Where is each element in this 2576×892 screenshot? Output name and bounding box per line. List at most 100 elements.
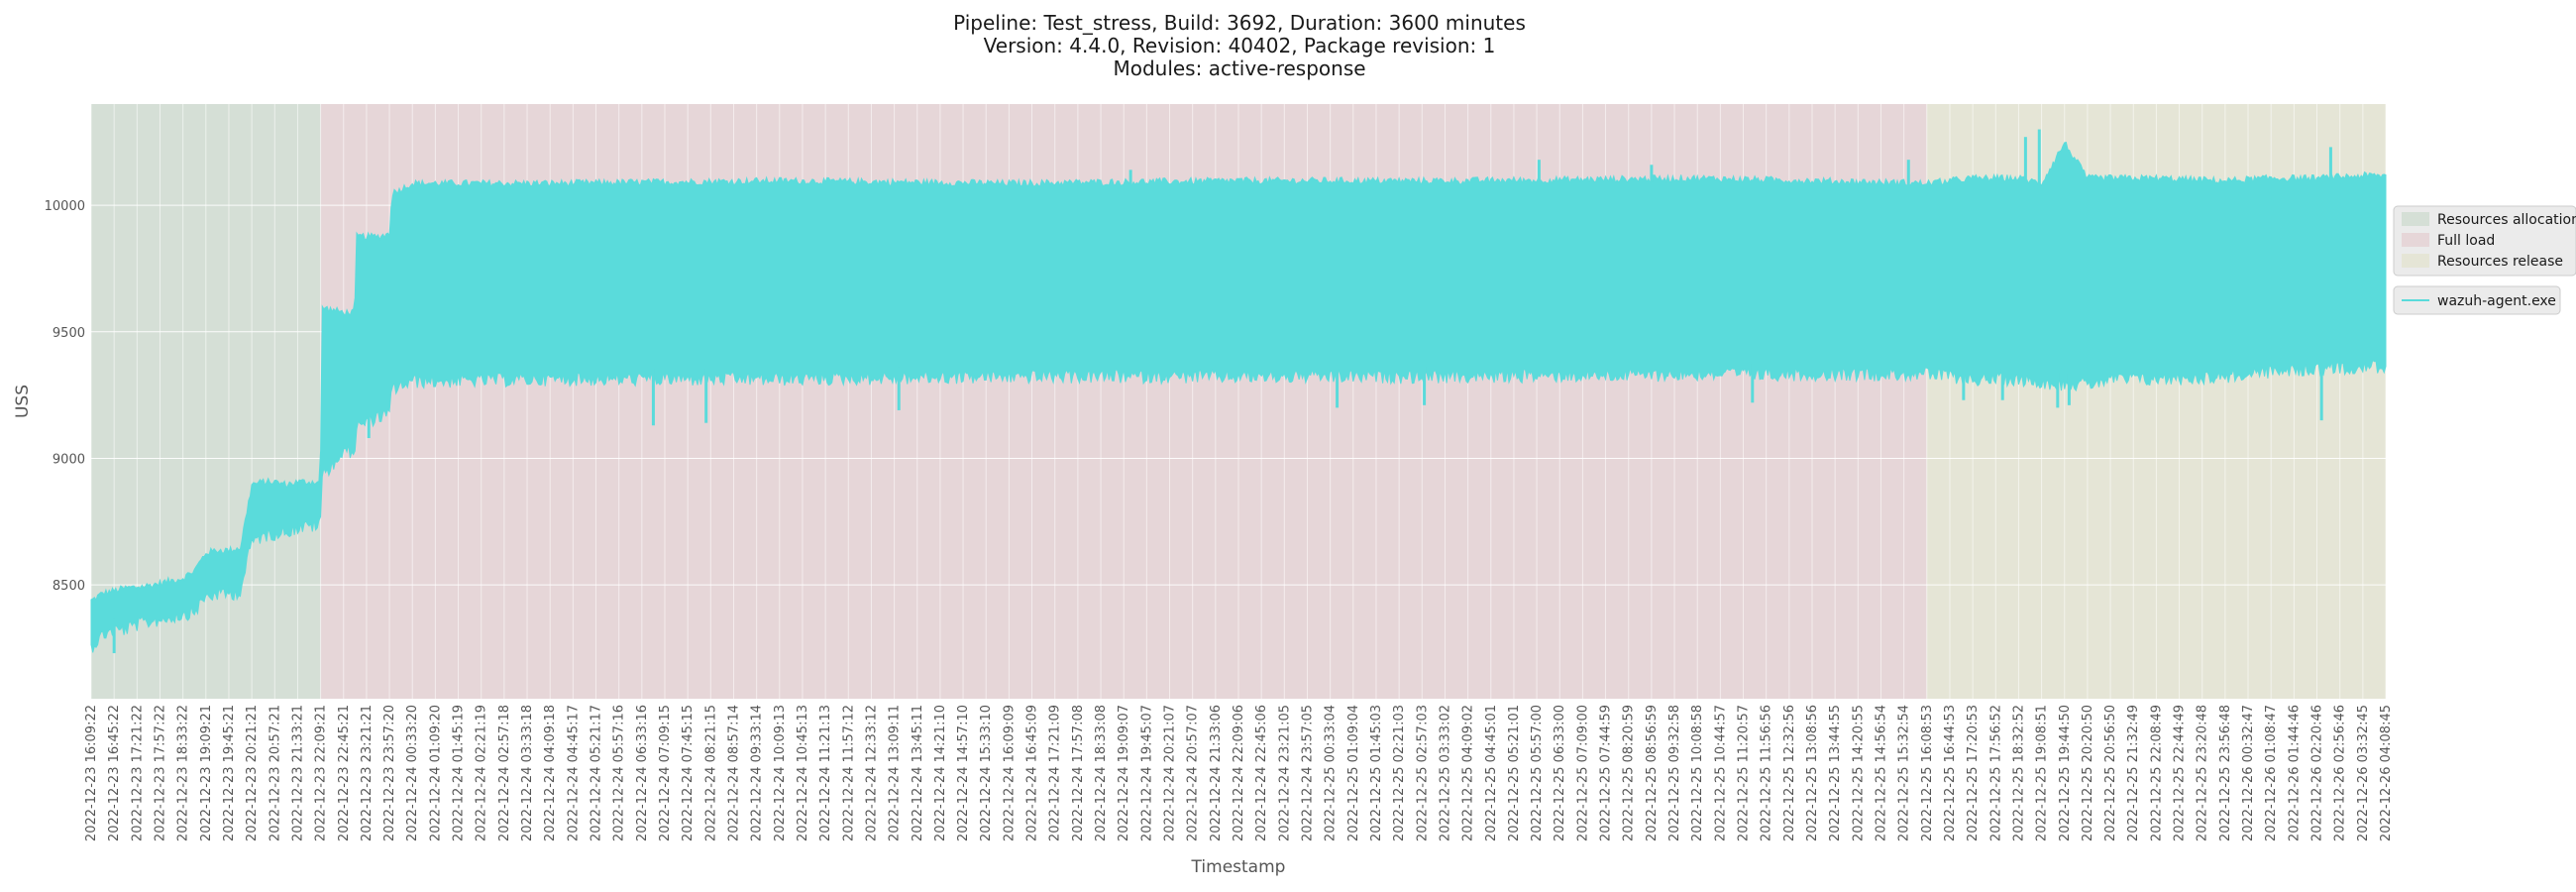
x-tick-label: 2022-12-23 16:09:22 bbox=[84, 705, 99, 841]
x-tick-label: 2022-12-24 08:21:15 bbox=[703, 705, 718, 841]
x-tick-label: 2022-12-25 08:56:59 bbox=[1645, 705, 1660, 841]
x-tick-label: 2022-12-23 20:21:21 bbox=[245, 705, 260, 841]
x-tick-label: 2022-12-24 09:33:14 bbox=[750, 705, 765, 841]
x-tick-label: 2022-12-26 01:08:47 bbox=[2264, 705, 2279, 841]
x-tick-label: 2022-12-23 22:09:21 bbox=[314, 705, 329, 841]
x-tick-label: 2022-12-24 04:45:17 bbox=[566, 705, 581, 841]
x-tick-label: 2022-12-24 11:57:12 bbox=[841, 705, 856, 841]
x-tick-label: 2022-12-25 15:32:54 bbox=[1897, 705, 1912, 841]
x-axis-label: Timestamp bbox=[1191, 857, 1286, 877]
x-tick-label: 2022-12-23 21:33:21 bbox=[290, 705, 305, 841]
series-area-group bbox=[90, 129, 2387, 654]
x-tick-label: 2022-12-23 18:33:22 bbox=[176, 705, 191, 841]
x-tick-label: 2022-12-25 22:44:49 bbox=[2173, 705, 2188, 841]
phase-legend-frame bbox=[2393, 205, 2576, 277]
x-tick-label: 2022-12-25 13:44:55 bbox=[1828, 705, 1843, 841]
x-tick-label: 2022-12-24 07:09:15 bbox=[658, 705, 673, 841]
phase-legend-swatch-1 bbox=[2402, 233, 2429, 247]
x-tick-label: 2022-12-25 11:20:57 bbox=[1737, 705, 1752, 841]
x-tick-label: 2022-12-24 04:09:18 bbox=[543, 705, 558, 841]
x-tick-label: 2022-12-24 13:45:11 bbox=[911, 705, 925, 841]
x-tick-label: 2022-12-25 07:44:59 bbox=[1599, 705, 1614, 841]
x-tick-label: 2022-12-26 02:20:46 bbox=[2310, 705, 2325, 841]
x-tick-label: 2022-12-24 12:33:12 bbox=[864, 705, 879, 841]
x-tick-label: 2022-12-24 10:45:13 bbox=[796, 705, 810, 841]
x-tick-label: 2022-12-25 23:20:48 bbox=[2196, 705, 2210, 841]
x-tick-label: 2022-12-26 02:56:46 bbox=[2333, 705, 2348, 841]
x-tick-label: 2022-12-23 17:21:22 bbox=[130, 705, 145, 841]
x-tick-label: 2022-12-25 10:08:58 bbox=[1690, 705, 1705, 841]
x-tick-label: 2022-12-24 14:21:10 bbox=[933, 705, 948, 841]
x-tick-label: 2022-12-25 09:32:58 bbox=[1667, 705, 1682, 841]
phase-legend: Resources allocation Full load Resources r… bbox=[2393, 205, 2576, 277]
y-tick-label: 9500 bbox=[53, 326, 85, 341]
y-tick-label: 10000 bbox=[45, 199, 85, 214]
x-tick-label: 2022-12-25 23:56:48 bbox=[2218, 705, 2233, 841]
series-legend-label-0: wazuh-agent.exe bbox=[2437, 293, 2556, 309]
x-tick-label: 2022-12-24 08:57:14 bbox=[726, 705, 741, 841]
x-tick-label: 2022-12-25 02:57:03 bbox=[1415, 705, 1430, 841]
x-tick-label: 2022-12-25 14:20:55 bbox=[1851, 705, 1866, 841]
x-tick-label: 2022-12-24 21:33:06 bbox=[1209, 705, 1224, 841]
title-line-2: Version: 4.4.0, Revision: 40402, Package… bbox=[984, 34, 1496, 57]
series-legend: wazuh-agent.exe bbox=[2393, 285, 2561, 315]
x-tick-label: 2022-12-25 01:45:03 bbox=[1369, 705, 1384, 841]
x-tick-label: 2022-12-24 15:33:10 bbox=[979, 705, 994, 841]
x-tick-label: 2022-12-26 01:44:46 bbox=[2287, 705, 2302, 841]
phase-legend-swatch-0 bbox=[2402, 212, 2429, 226]
x-tick-label: 2022-12-24 19:45:07 bbox=[1139, 705, 1154, 841]
x-tick-label: 2022-12-25 18:32:52 bbox=[2011, 705, 2026, 841]
x-tick-label: 2022-12-24 05:57:16 bbox=[612, 705, 627, 841]
x-tick-label: 2022-12-25 13:08:56 bbox=[1805, 705, 1820, 841]
x-tick-label: 2022-12-24 20:21:07 bbox=[1163, 705, 1178, 841]
x-tick-label: 2022-12-24 16:09:09 bbox=[1002, 705, 1017, 841]
x-tick-label: 2022-12-25 16:44:53 bbox=[1943, 705, 1958, 841]
x-tick-label: 2022-12-25 00:33:04 bbox=[1324, 705, 1339, 841]
title-line-3: Modules: active-response bbox=[1113, 56, 1365, 80]
x-tick-label: 2022-12-25 07:09:00 bbox=[1575, 705, 1590, 841]
x-tick-label: 2022-12-24 20:57:07 bbox=[1186, 705, 1201, 841]
x-tick-label: 2022-12-24 11:21:13 bbox=[818, 705, 833, 841]
x-tick-label: 2022-12-25 16:08:53 bbox=[1920, 705, 1935, 841]
x-tick-label: 2022-12-25 03:33:02 bbox=[1438, 705, 1452, 841]
x-tick-label: 2022-12-25 08:20:59 bbox=[1622, 705, 1637, 841]
x-tick-label: 2022-12-25 19:44:50 bbox=[2058, 705, 2073, 841]
x-tick-label: 2022-12-25 19:08:51 bbox=[2035, 705, 2050, 841]
x-tick-label: 2022-12-26 00:32:47 bbox=[2241, 705, 2256, 841]
x-tick-label: 2022-12-24 06:33:16 bbox=[635, 705, 650, 841]
x-tick-label: 2022-12-25 01:09:04 bbox=[1346, 705, 1361, 841]
phase-legend-swatch-2 bbox=[2402, 254, 2429, 268]
x-tick-label: 2022-12-24 17:21:09 bbox=[1048, 705, 1063, 841]
chart-title: Pipeline: Test_stress, Build: 3692, Dura… bbox=[953, 11, 1526, 80]
y-axis-label: USS bbox=[13, 385, 33, 418]
x-tick-label: 2022-12-24 02:57:18 bbox=[497, 705, 512, 841]
x-tick-label: 2022-12-23 16:45:22 bbox=[107, 705, 122, 841]
x-tick-label: 2022-12-25 06:33:00 bbox=[1553, 705, 1567, 841]
x-tick-label: 2022-12-25 04:45:01 bbox=[1484, 705, 1499, 841]
x-tick-label: 2022-12-25 21:32:49 bbox=[2126, 705, 2141, 841]
x-tick-label: 2022-12-24 17:57:08 bbox=[1071, 705, 1086, 841]
x-tick-label: 2022-12-25 20:56:50 bbox=[2103, 705, 2118, 841]
x-tick-label: 2022-12-24 19:09:07 bbox=[1117, 705, 1131, 841]
x-tick-label: 2022-12-25 02:21:03 bbox=[1392, 705, 1407, 841]
x-tick-label: 2022-12-24 23:57:05 bbox=[1300, 705, 1315, 841]
x-tick-label: 2022-12-23 19:45:21 bbox=[222, 705, 237, 841]
x-tick-label: 2022-12-25 17:56:52 bbox=[1988, 705, 2003, 841]
y-tick-label: 8500 bbox=[53, 579, 85, 594]
x-tick-label: 2022-12-23 17:57:22 bbox=[153, 705, 167, 841]
x-tick-label: 2022-12-23 23:21:21 bbox=[360, 705, 375, 841]
x-tick-label: 2022-12-23 22:45:21 bbox=[337, 705, 352, 841]
x-tick-labels: 2022-12-23 16:09:22 2022-12-23 16:45:22 20… bbox=[84, 705, 2394, 841]
x-tick-label: 2022-12-24 22:09:06 bbox=[1232, 705, 1246, 841]
x-tick-label: 2022-12-24 18:33:08 bbox=[1094, 705, 1109, 841]
x-tick-label: 2022-12-23 19:09:21 bbox=[199, 705, 214, 841]
x-tick-label: 2022-12-26 03:32:45 bbox=[2356, 705, 2371, 841]
x-tick-label: 2022-12-24 02:21:19 bbox=[475, 705, 489, 841]
x-tick-label: 2022-12-23 23:57:20 bbox=[382, 705, 397, 841]
x-tick-label: 2022-12-25 20:20:50 bbox=[2081, 705, 2095, 841]
x-tick-label: 2022-12-24 07:45:15 bbox=[681, 705, 696, 841]
x-tick-label: 2022-12-25 05:57:00 bbox=[1530, 705, 1545, 841]
x-tick-label: 2022-12-24 01:09:20 bbox=[428, 705, 443, 841]
x-tick-label: 2022-12-24 03:33:18 bbox=[520, 705, 535, 841]
